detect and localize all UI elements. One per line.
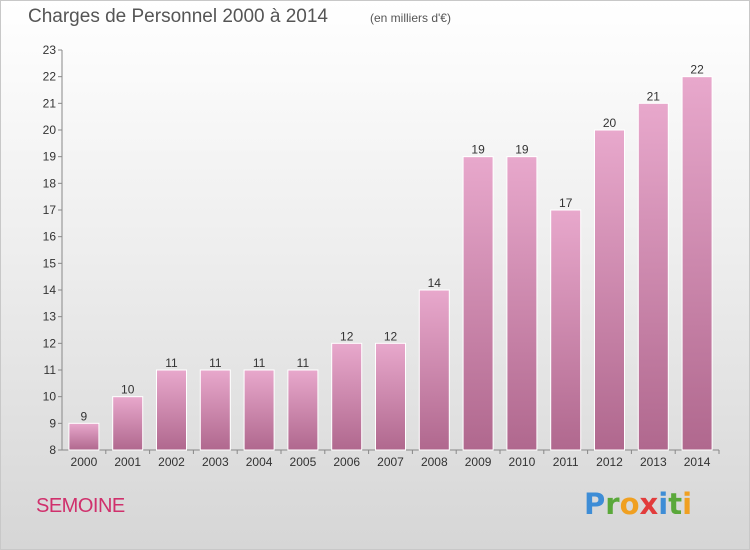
logo-letter: x — [639, 487, 659, 521]
bar — [68, 422, 100, 451]
bar — [462, 156, 494, 451]
bar-value-label: 12 — [340, 329, 354, 343]
x-tick-label: 2010 — [509, 455, 536, 469]
bar — [594, 129, 625, 451]
bar-value-label: 11 — [209, 356, 222, 370]
logo-letter: P — [584, 487, 606, 521]
y-tick-label: 9 — [49, 416, 56, 430]
bar-value-label: 19 — [471, 143, 485, 157]
y-tick-label: 14 — [43, 283, 57, 297]
x-tick-label: 2004 — [246, 455, 273, 469]
chart-title: Charges de Personnel 2000 à 2014 — [28, 6, 329, 27]
x-tick-label: 2002 — [158, 455, 185, 469]
bar — [637, 102, 669, 451]
logo-letter: o — [619, 487, 640, 521]
y-tick-label: 23 — [43, 43, 57, 57]
x-tick-label: 2007 — [377, 455, 404, 469]
y-tick-label: 21 — [43, 96, 57, 110]
y-tick-label: 19 — [43, 150, 57, 164]
logo-letter: i — [658, 487, 669, 521]
logo-letter: i — [682, 487, 693, 521]
x-tick-label: 2014 — [684, 455, 711, 469]
bar-value-label: 20 — [603, 116, 617, 130]
bar-value-label: 10 — [121, 383, 135, 397]
x-tick-label: 2013 — [640, 455, 667, 469]
bar — [375, 342, 406, 451]
bar — [199, 369, 231, 451]
bar — [681, 76, 713, 451]
proxiti-logo: Proxiti — [584, 487, 692, 521]
x-tick-label: 2006 — [333, 455, 360, 469]
bar-value-label: 17 — [559, 196, 573, 210]
x-tick-label: 2009 — [465, 455, 492, 469]
x-tick-label: 2001 — [114, 455, 141, 469]
bar-value-label: 11 — [297, 356, 310, 370]
bar-value-label: 12 — [384, 329, 398, 343]
y-tick-label: 16 — [43, 230, 57, 244]
y-tick-label: 15 — [43, 256, 57, 270]
y-tick-label: 22 — [43, 70, 57, 84]
bar — [112, 396, 144, 451]
x-tick-label: 2005 — [290, 455, 317, 469]
bar — [550, 209, 582, 451]
bar-value-label: 19 — [515, 143, 529, 157]
bar-value-label: 11 — [165, 356, 178, 370]
bar-value-label: 14 — [428, 276, 442, 290]
y-tick-label: 10 — [43, 390, 57, 404]
bar — [156, 369, 187, 451]
y-tick-label: 20 — [43, 123, 57, 137]
bar-value-label: 22 — [690, 63, 704, 77]
bar-value-label: 9 — [81, 409, 88, 423]
x-tick-label: 2011 — [553, 455, 579, 469]
logo-letter: t — [668, 487, 683, 521]
x-tick-label: 2000 — [71, 455, 98, 469]
y-tick-label: 17 — [43, 203, 57, 217]
bar — [331, 342, 363, 451]
bar-value-label: 21 — [647, 89, 661, 103]
chart-subtitle: (en milliers d'€) — [370, 11, 451, 25]
y-tick-label: 12 — [43, 336, 57, 350]
bar-value-label: 11 — [253, 356, 266, 370]
x-tick-label: 2008 — [421, 455, 448, 469]
bar — [506, 156, 538, 451]
y-tick-label: 18 — [43, 176, 57, 190]
bar — [287, 369, 319, 451]
commune-name: SEMOINE — [36, 495, 125, 517]
bar — [243, 369, 275, 451]
x-tick-label: 2012 — [596, 455, 623, 469]
y-tick-label: 8 — [49, 443, 56, 457]
x-tick-label: 2003 — [202, 455, 229, 469]
y-tick-label: 13 — [43, 310, 57, 324]
y-tick-label: 11 — [44, 363, 57, 377]
logo-letter: r — [605, 487, 620, 521]
bar — [418, 289, 450, 451]
